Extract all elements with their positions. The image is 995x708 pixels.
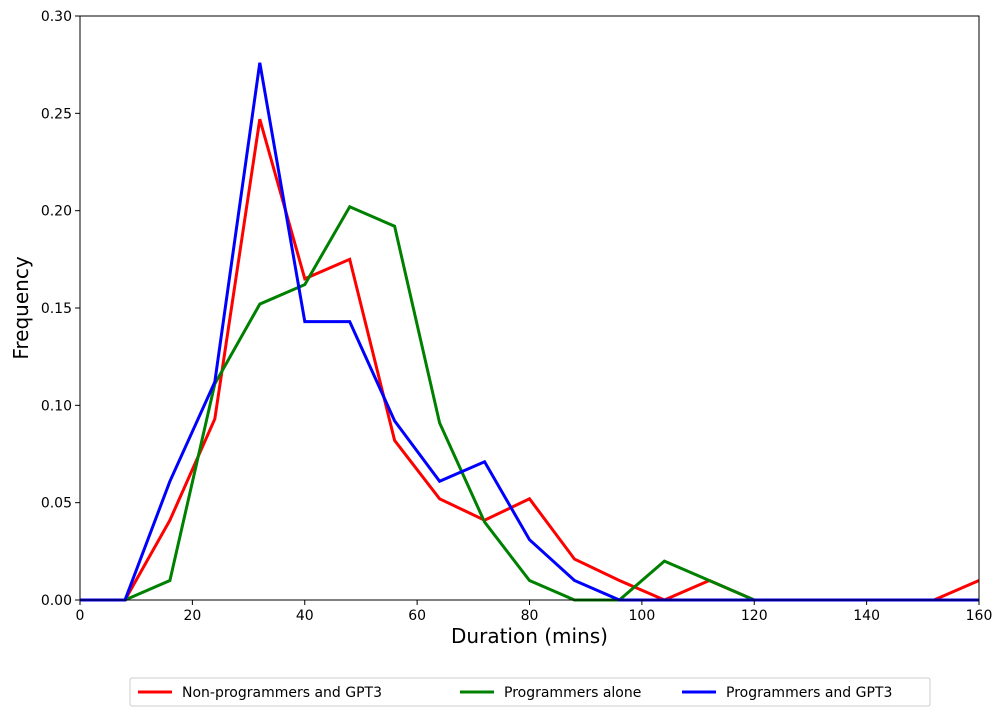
y-tick-label: 0.05 [41, 496, 72, 512]
axis-ticks: 0 20 40 60 80 100 120 140 160 0.00 0.05 0.10 0.15 0.2… [41, 9, 993, 624]
y-tick-label: 0.25 [41, 106, 72, 122]
series-lines [80, 62, 980, 602]
series-line-3 [80, 62, 979, 602]
x-tick-label: 100 [629, 608, 656, 624]
x-tick-label: 60 [408, 608, 426, 624]
legend-label-3: Programmers and GPT3 [726, 685, 892, 701]
x-tick-label: 80 [521, 608, 539, 624]
x-tick-label: 20 [183, 608, 201, 624]
series-line-1 [80, 118, 980, 602]
y-tick-label: 0.15 [41, 301, 72, 317]
legend-label-2: Programmers alone [504, 685, 641, 701]
legend-frame [129, 677, 931, 707]
x-tick-label: 40 [296, 608, 314, 624]
x-tick-label: 140 [853, 608, 880, 624]
x-axis-title: Duration (mins) [451, 624, 608, 648]
x-tick-label: 120 [741, 608, 768, 624]
y-tick-label: 0.00 [41, 593, 72, 609]
x-tick-label: 0 [76, 608, 85, 624]
x-tick-label: 160 [966, 608, 993, 624]
y-axis-title: Frequency [9, 256, 33, 359]
y-tick-label: 0.20 [41, 204, 72, 220]
y-tick-label: 0.30 [41, 9, 72, 25]
legend: Non-programmers and GPT3 Programmers alon… [129, 677, 931, 707]
plot-frame [79, 15, 980, 601]
y-tick-label: 0.10 [41, 398, 72, 414]
legend-label-1: Non-programmers and GPT3 [182, 685, 382, 701]
